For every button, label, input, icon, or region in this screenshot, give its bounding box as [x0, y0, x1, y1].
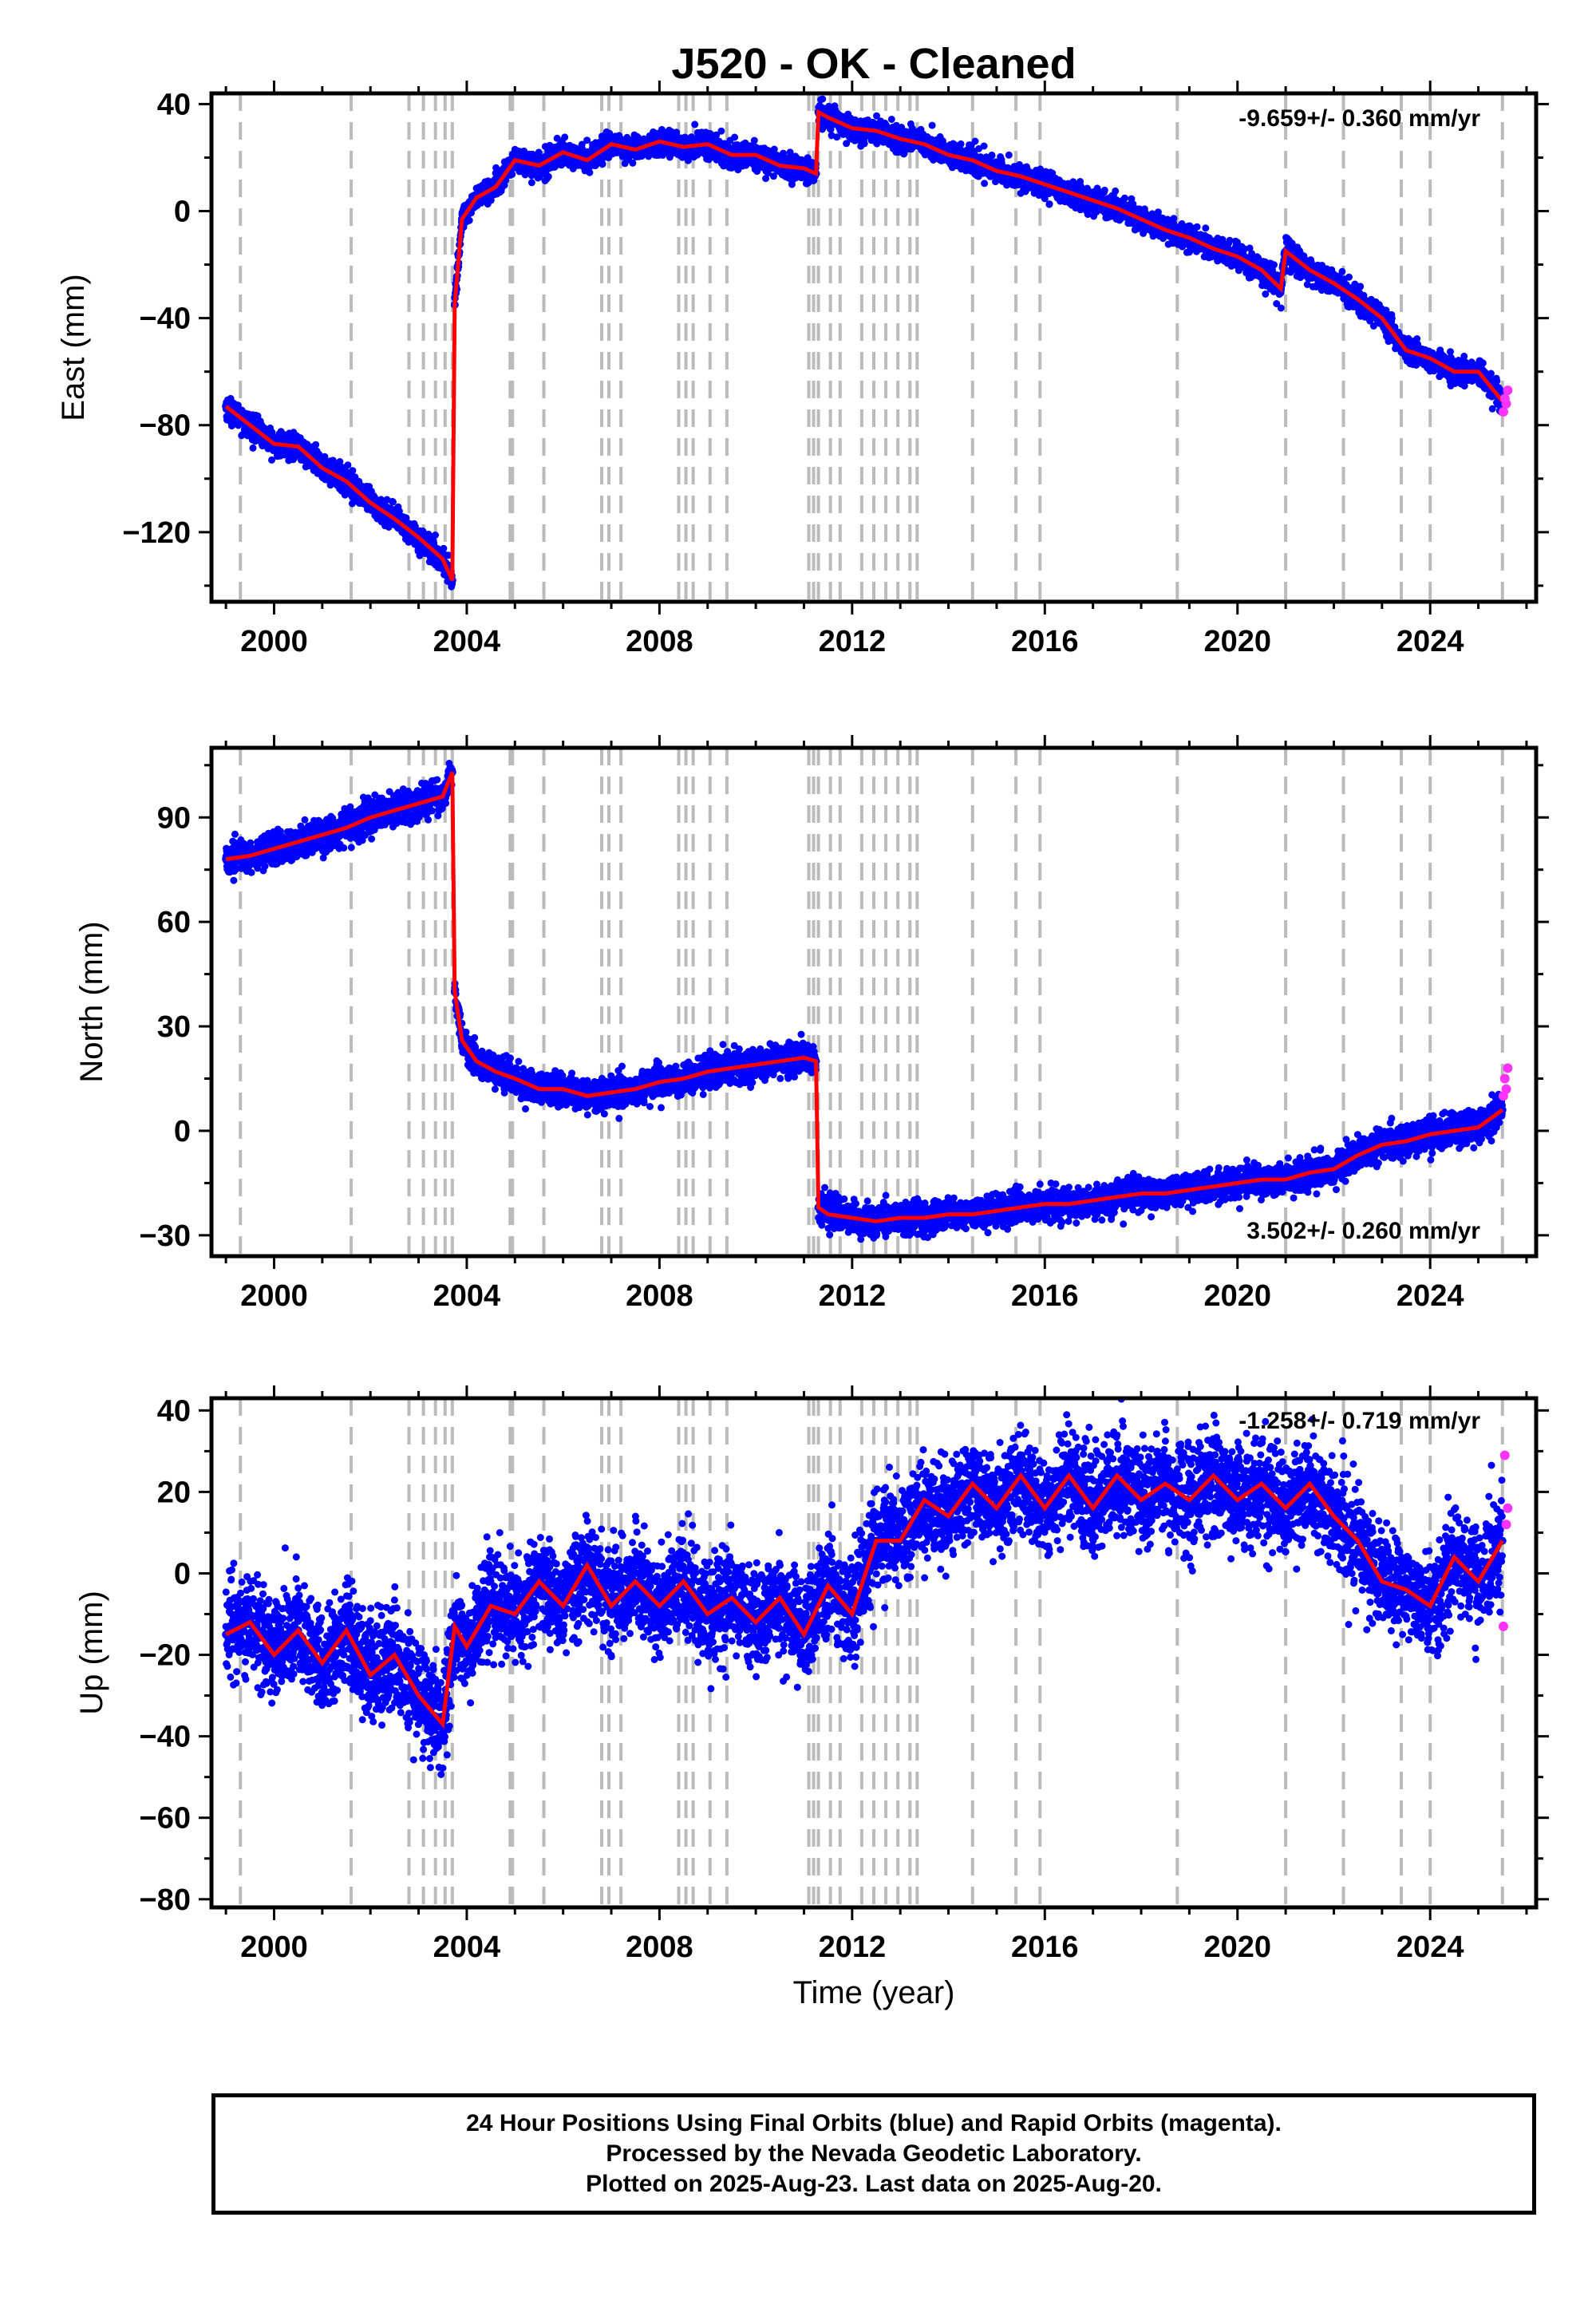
x-tick-label: 2024 — [1396, 625, 1464, 658]
x-tick-label: 2020 — [1203, 625, 1271, 658]
x-axis-title: Time (year) — [793, 1975, 955, 2010]
north-panel: 2000 2004 2008 2012 2016 2020 2024 −30 0 30 60 90 No… — [74, 735, 1549, 1313]
velocity-rate-label: -1.258+/- 0.719 mm/yr — [1238, 1408, 1480, 1434]
y-tick-label: −80 — [140, 409, 191, 443]
rapid-orbit-point — [1503, 1503, 1513, 1513]
x-tick-label: 2012 — [819, 625, 887, 658]
y-tick-label: 40 — [157, 88, 191, 121]
rapid-orbit-point — [1501, 1520, 1511, 1530]
footer-line-3: Plotted on 2025-Aug-23. Last data on 202… — [586, 2171, 1162, 2197]
final-orbit-dots — [222, 1398, 1506, 1778]
x-tick-label: 2000 — [240, 1931, 308, 1964]
footer-line-1: 24 Hour Positions Using Final Orbits (bl… — [466, 2110, 1282, 2136]
north-final-orbit-points — [222, 760, 1507, 1243]
rapid-orbit-point — [1499, 1073, 1510, 1084]
y-tick-label: 0 — [174, 1115, 191, 1148]
rapid-orbit-point — [1498, 1621, 1508, 1631]
y-axis-title: Up (mm) — [74, 1591, 109, 1715]
y-tick-label: −40 — [140, 1721, 191, 1754]
x-tick-label: 2000 — [240, 625, 308, 658]
up-plot-area — [222, 1398, 1513, 1907]
x-tick-label: 2012 — [819, 1279, 887, 1313]
x-tick-label: 2016 — [1011, 625, 1079, 658]
velocity-rate-label: 3.502+/- 0.260 mm/yr — [1246, 1218, 1480, 1244]
east-frame — [209, 91, 1539, 604]
y-tick-label: 90 — [157, 801, 191, 835]
up-panel: 2000 2004 2008 2012 2016 2020 2024 −80 −60 −40 −20… — [74, 1385, 1549, 2010]
x-tick-label: 2012 — [819, 1931, 887, 1964]
east-plot-area — [222, 93, 1513, 602]
x-tick-label: 2004 — [433, 625, 501, 658]
x-tick-label: 2020 — [1203, 1279, 1271, 1313]
y-tick-label: 0 — [174, 196, 191, 229]
x-tick-label: 2008 — [626, 625, 693, 658]
rapid-orbit-point — [1498, 406, 1508, 417]
final-orbit-dots — [222, 760, 1506, 1243]
rapid-orbit-point — [1501, 398, 1511, 409]
up-frame — [209, 1396, 1539, 1910]
rapid-orbit-point — [1503, 1063, 1513, 1073]
y-axis-title: East (mm) — [56, 274, 91, 421]
y-tick-label: −120 — [122, 516, 191, 550]
y-tick-label: 40 — [157, 1394, 191, 1428]
y-tick-label: 0 — [174, 1557, 191, 1591]
east-panel: 2000 2004 2008 2012 2016 2020 2024 −120 −80 −40 0 4… — [56, 81, 1549, 658]
footer-line-2: Processed by the Nevada Geodetic Laborat… — [606, 2140, 1142, 2167]
north-frame — [209, 745, 1539, 1259]
footer-box: 24 Hour Positions Using Final Orbits (bl… — [211, 2093, 1536, 2215]
y-tick-label: 30 — [157, 1010, 191, 1044]
rapid-orbit-point — [1503, 385, 1513, 396]
x-tick-label: 2008 — [626, 1931, 693, 1964]
east-final-orbit-points — [222, 95, 1507, 591]
x-tick-label: 2024 — [1396, 1279, 1464, 1313]
x-tick-label: 2004 — [433, 1279, 501, 1313]
y-tick-label: −60 — [140, 1802, 191, 1836]
x-tick-label: 2020 — [1203, 1931, 1271, 1964]
x-tick-label: 2016 — [1011, 1931, 1079, 1964]
y-tick-label: −30 — [140, 1219, 191, 1253]
north-plot-area — [222, 748, 1513, 1256]
y-tick-label: 60 — [157, 906, 191, 939]
x-tick-label: 2024 — [1396, 1931, 1464, 1964]
velocity-rate-label: -9.659+/- 0.360 mm/yr — [1238, 105, 1480, 132]
y-axis-title: North (mm) — [74, 921, 109, 1082]
x-tick-label: 2008 — [626, 1279, 693, 1313]
model-fit-line — [225, 771, 1504, 1223]
up-final-orbit-points — [222, 1398, 1507, 1778]
y-tick-label: −80 — [140, 1883, 191, 1917]
x-tick-label: 2004 — [433, 1931, 501, 1964]
final-orbit-dots — [222, 95, 1506, 591]
x-tick-label: 2016 — [1011, 1279, 1079, 1313]
model-fit-line — [224, 1472, 1504, 1729]
y-tick-label: −40 — [140, 302, 191, 336]
x-tick-label: 2000 — [240, 1279, 308, 1313]
chart-title: J520 - OK - Cleaned — [671, 40, 1076, 88]
y-tick-label: −20 — [140, 1639, 191, 1673]
y-tick-label: 20 — [157, 1476, 191, 1509]
rapid-orbit-point — [1499, 1450, 1510, 1460]
model-fit-line — [224, 109, 1504, 582]
rapid-orbit-point — [1501, 1084, 1511, 1094]
